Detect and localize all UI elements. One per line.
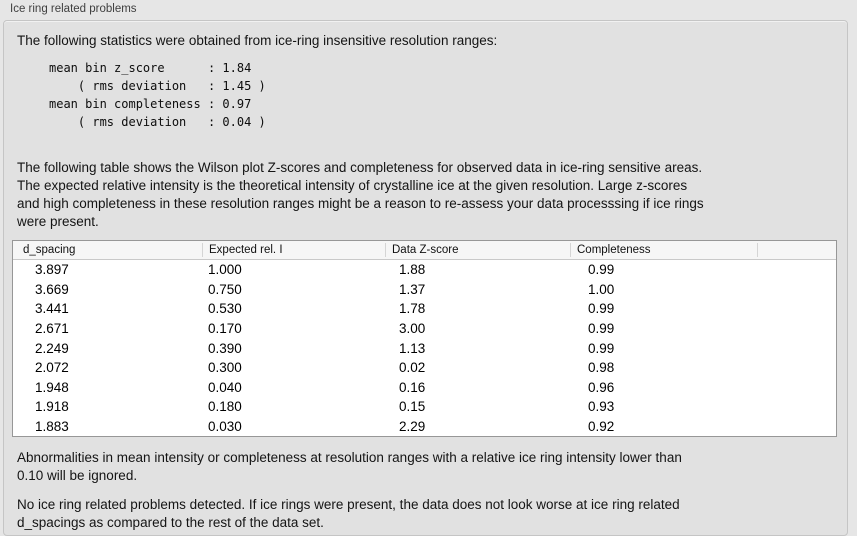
text-line: ( rms deviation : 0.04 ) — [49, 115, 266, 129]
table-cell: 0.98 — [588, 360, 615, 376]
table-cell: 1.00 — [588, 281, 615, 297]
text-line: mean bin completeness : 0.97 — [49, 97, 252, 111]
stats-summary-block: mean bin z_score : 1.84 ( rms deviation … — [49, 59, 847, 131]
table-cell: 0.99 — [588, 340, 615, 356]
table-cell: 3.441 — [35, 301, 69, 317]
text-line: 0.10 will be ignored. — [17, 468, 138, 484]
text-line: and high completeness in these resolutio… — [17, 196, 704, 211]
text-line: The expected relative intensity is the t… — [17, 178, 688, 193]
table-header-row: d_spacing Expected rel. I Data Z-score C… — [13, 241, 836, 260]
table-cell: 1.918 — [35, 399, 69, 415]
column-header-data-z-score[interactable]: Data Z-score — [386, 243, 571, 257]
table-row[interactable]: 2.249 0.390 1.13 0.99 — [13, 338, 836, 358]
table-cell: 2.29 — [399, 419, 426, 435]
table-cell: 0.92 — [588, 419, 615, 435]
table-row[interactable]: 1.948 0.040 0.16 0.96 — [13, 377, 836, 398]
table-cell: 2.072 — [35, 360, 69, 376]
column-header-empty[interactable] — [758, 243, 836, 257]
table-cell: 1.883 — [35, 419, 69, 435]
ignore-threshold-note: Abnormalities in mean intensity or compl… — [17, 449, 847, 485]
table-cell: 1.78 — [399, 301, 426, 317]
table-cell: 1.88 — [399, 262, 426, 278]
table-cell: 0.170 — [208, 321, 242, 337]
table-cell: 0.96 — [588, 379, 615, 395]
table-row[interactable]: 3.441 0.530 1.78 0.99 — [13, 299, 836, 319]
table-cell: 0.99 — [588, 321, 615, 337]
table-cell: 2.671 — [35, 321, 69, 337]
text-line: The following table shows the Wilson plo… — [17, 160, 703, 175]
table-row[interactable]: 1.918 0.180 0.15 0.93 — [13, 397, 836, 417]
table-cell: 0.300 — [208, 360, 242, 376]
ice-ring-groupbox: The following statistics were obtained f… — [3, 20, 848, 536]
text-line: d_spacings as compared to the rest of th… — [17, 515, 324, 531]
table-cell: 0.99 — [588, 262, 615, 278]
text-line: were present. — [17, 214, 99, 229]
table-cell: 3.669 — [35, 281, 69, 297]
text-line: mean bin z_score : 1.84 — [49, 61, 252, 75]
table-row[interactable]: 3.669 0.750 1.37 1.00 — [13, 279, 836, 300]
table-cell: 1.948 — [35, 379, 69, 395]
table-cell: 0.390 — [208, 340, 242, 356]
table-row[interactable]: 3.897 1.000 1.88 0.99 — [13, 260, 836, 280]
table-cell: 0.030 — [208, 419, 242, 435]
table-cell: 0.750 — [208, 281, 242, 297]
table-row[interactable]: 2.671 0.170 3.00 0.99 — [13, 318, 836, 339]
table-cell: 0.02 — [399, 360, 426, 376]
column-header-d-spacing[interactable]: d_spacing — [13, 243, 203, 257]
table-cell: 1.13 — [399, 340, 426, 356]
groupbox-title: Ice ring related problems — [10, 3, 137, 15]
text-line: Abnormalities in mean intensity or compl… — [17, 450, 682, 466]
table-cell: 0.180 — [208, 399, 242, 415]
table-cell: 3.897 — [35, 262, 69, 278]
table-body: 3.897 1.000 1.88 0.99 3.669 0.750 1.37 1.00 3.44… — [13, 260, 836, 437]
table-cell: 1.000 — [208, 262, 242, 278]
conclusion-text: No ice ring related problems detected. I… — [17, 496, 847, 532]
table-description-text: The following table shows the Wilson plo… — [17, 159, 847, 231]
table-cell: 0.99 — [588, 301, 615, 317]
table-cell: 0.16 — [399, 379, 426, 395]
table-cell: 0.93 — [588, 399, 615, 415]
table-cell: 0.040 — [208, 379, 242, 395]
table-row[interactable]: 1.883 0.030 2.29 0.92 — [13, 416, 836, 437]
text-line: No ice ring related problems detected. I… — [17, 497, 680, 513]
column-header-expected-rel-i[interactable]: Expected rel. I — [203, 243, 386, 257]
table-cell: 1.37 — [399, 281, 426, 297]
column-header-completeness[interactable]: Completeness — [571, 243, 758, 257]
table-cell: 0.15 — [399, 399, 426, 415]
table-cell: 3.00 — [399, 321, 426, 337]
stats-intro-text: The following statistics were obtained f… — [17, 33, 498, 48]
table-row[interactable]: 2.072 0.300 0.02 0.98 — [13, 357, 836, 378]
table-cell: 2.249 — [35, 340, 69, 356]
text-line: ( rms deviation : 1.45 ) — [49, 79, 266, 93]
ice-ring-table[interactable]: d_spacing Expected rel. I Data Z-score C… — [12, 240, 837, 438]
table-cell: 0.530 — [208, 301, 242, 317]
